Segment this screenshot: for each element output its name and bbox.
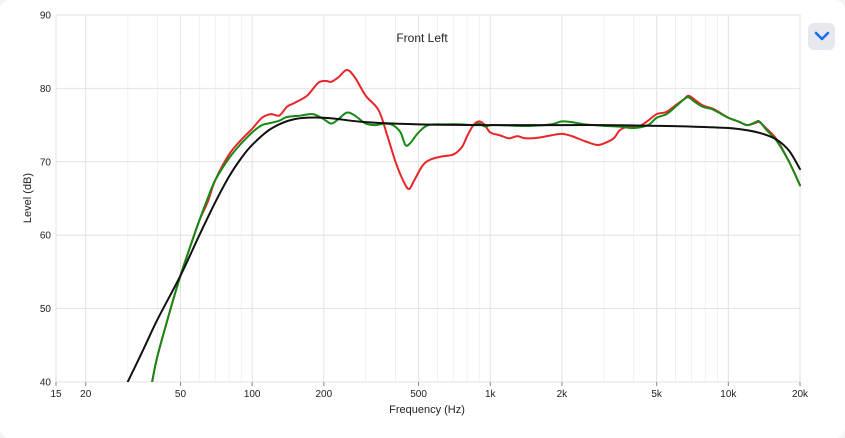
series-line-3 [126,116,801,382]
y-tick-label: 50 [40,304,52,315]
y-axis-ticks: 40 50 60 70 80 90 [40,11,52,389]
x-tick-label: 100 [244,389,261,400]
y-tick-label: 80 [40,84,52,95]
x-tick-label: 200 [315,389,332,400]
y-tick-label: 70 [40,157,52,168]
x-tick-label: 10k [720,389,737,400]
y-tick-label: 40 [40,378,52,389]
x-tick-label: 1k [485,389,497,400]
collapse-button[interactable] [808,23,835,50]
plot-border [55,14,801,383]
x-tick-label: 20 [80,389,92,400]
x-axis-title: Frequency (Hz) [389,404,465,416]
x-axis-ticks: 15 20 50 100 200 500 1k 2k 5k 10k 20k [50,382,809,400]
grid [55,14,801,383]
chevron-down-icon [814,28,830,46]
series-line-1 [151,69,801,382]
y-tick-label: 90 [40,11,52,22]
x-tick-label: 50 [175,389,187,400]
x-tick-label: 500 [410,389,427,400]
series-line-2 [151,96,801,382]
x-tick-label: 5k [651,389,663,400]
x-tick-label: 2k [557,389,569,400]
y-axis-title: Level (dB) [22,173,34,223]
chart-title: Front Left [396,31,448,45]
x-tick-label: 15 [50,389,62,400]
x-tick-label: 20k [792,389,809,400]
y-tick-label: 60 [40,231,52,242]
plot-area [126,69,801,382]
